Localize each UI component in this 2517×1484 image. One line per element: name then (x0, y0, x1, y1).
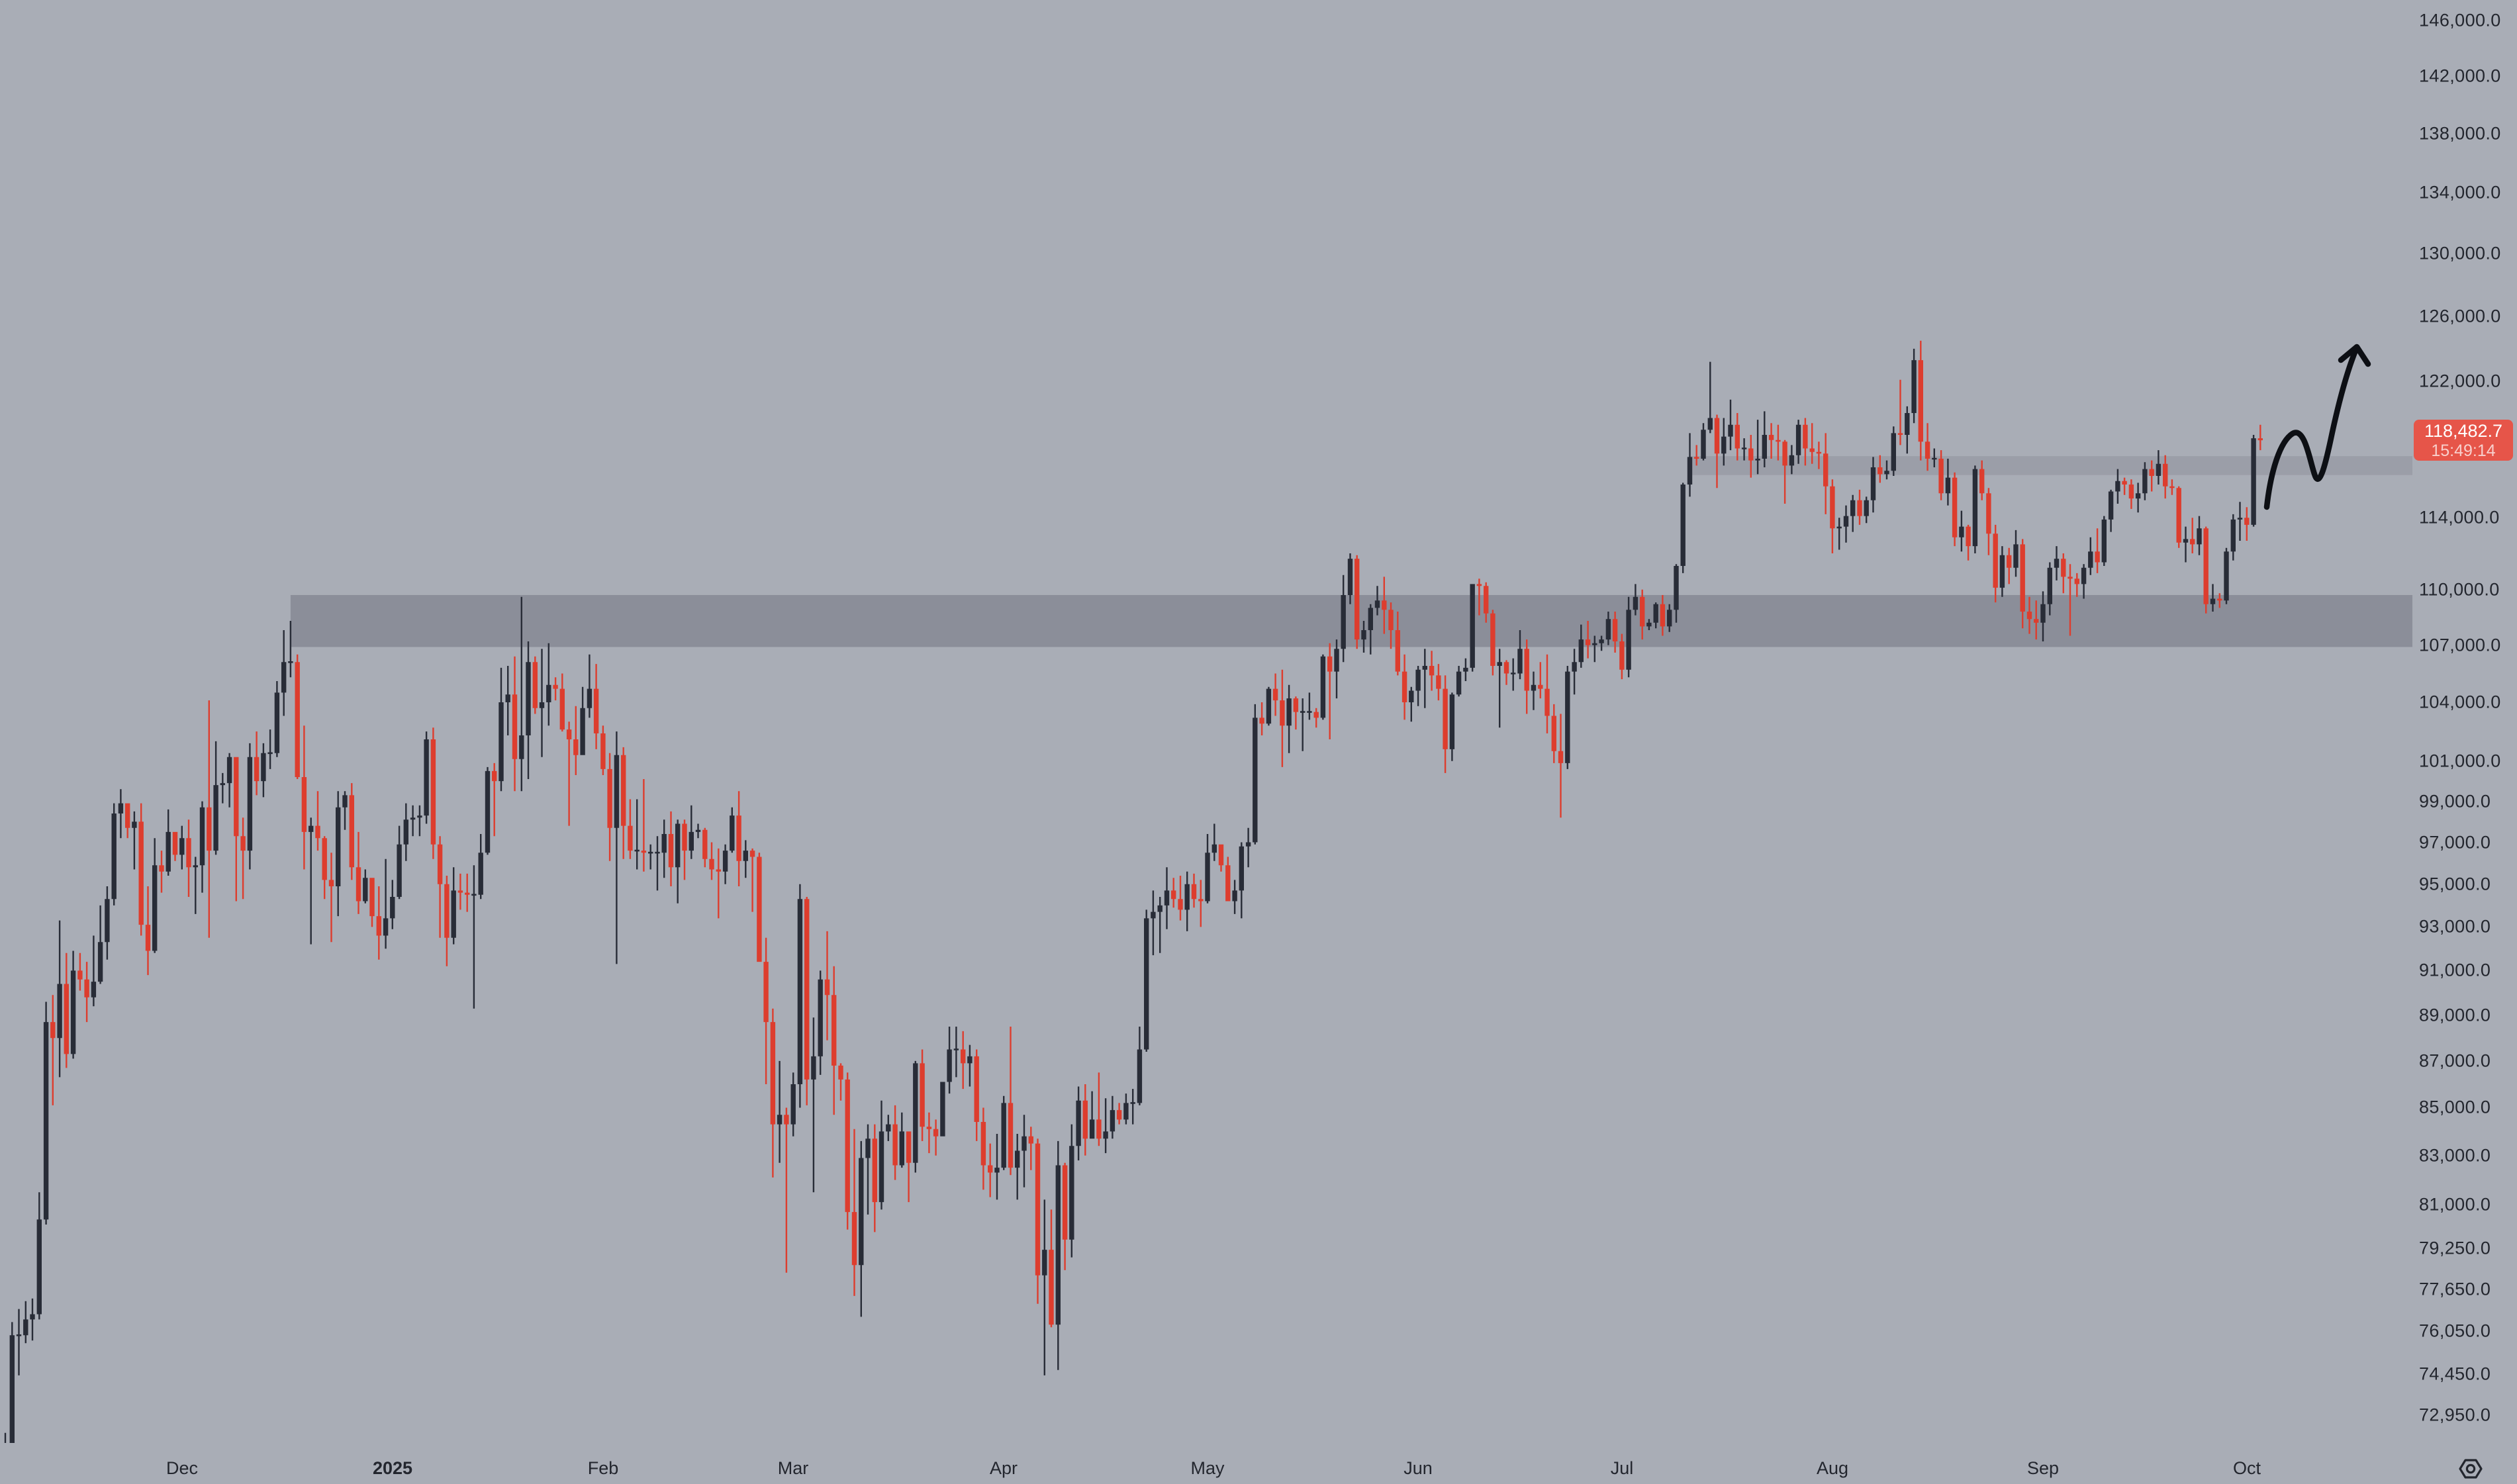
price-tick-label: 95,000.0 (2419, 874, 2491, 894)
price-tick-label: 77,650.0 (2419, 1279, 2491, 1299)
price-tick-label: 85,000.0 (2419, 1097, 2491, 1117)
price-tick-label: 122,000.0 (2419, 371, 2501, 391)
price-tick-label: 81,000.0 (2419, 1194, 2491, 1215)
time-tick-label: Jun (1403, 1458, 1433, 1478)
price-tick-label: 93,000.0 (2419, 916, 2491, 937)
time-tick-label: Oct (2232, 1458, 2261, 1478)
time-tick-label: May (1190, 1458, 1225, 1478)
price-tick-label: 76,050.0 (2419, 1321, 2491, 1341)
price-tick-label: 79,250.0 (2419, 1238, 2491, 1258)
time-tick-label: Jul (1610, 1458, 1634, 1478)
price-tick-label: 146,000.0 (2419, 10, 2501, 30)
price-tick-label: 74,450.0 (2419, 1364, 2491, 1384)
lower-supply-demand-zone[interactable] (290, 594, 2412, 647)
price-tick-label: 114,000.0 (2419, 507, 2500, 528)
bar-countdown-timer: 15:49:14 (2431, 441, 2496, 460)
price-tick-label: 99,000.0 (2419, 791, 2491, 812)
price-tick-label: 97,000.0 (2419, 832, 2491, 853)
settings-hexagon-icon (2459, 1459, 2483, 1479)
time-tick-label: Sep (2026, 1458, 2060, 1478)
price-tick-label: 126,000.0 (2419, 306, 2501, 326)
price-tick-label: 72,950.0 (2419, 1405, 2491, 1425)
arrow-head (2338, 344, 2371, 367)
price-tick-label: 89,000.0 (2419, 1005, 2491, 1025)
time-tick-label: Mar (777, 1458, 809, 1478)
price-tick-label: 142,000.0 (2419, 66, 2501, 86)
down-candles (50, 340, 2263, 1328)
price-tick-label: 101,000.0 (2419, 751, 2501, 771)
price-tick-label: 110,000.0 (2419, 579, 2500, 600)
price-tick-label: 134,000.0 (2419, 182, 2501, 203)
price-tick-label: 87,000.0 (2419, 1050, 2491, 1071)
price-tick-label: 83,000.0 (2419, 1145, 2491, 1166)
last-price-label: 118,482.7 15:49:14 (2414, 420, 2513, 461)
price-tick-label: 91,000.0 (2419, 960, 2491, 980)
time-tick-label: Aug (1816, 1458, 1849, 1478)
upper-breakout-zone[interactable] (1689, 456, 2412, 475)
time-tick-label: Dec (166, 1458, 199, 1478)
up-candles (4, 348, 2256, 1443)
price-tick-label: 130,000.0 (2419, 243, 2501, 263)
price-tick-label: 104,000.0 (2419, 692, 2501, 712)
price-tick-label: 138,000.0 (2419, 123, 2501, 144)
price-tick-label: 107,000.0 (2419, 635, 2501, 655)
last-price-value: 118,482.7 (2424, 421, 2503, 441)
time-tick-label: Apr (989, 1458, 1018, 1478)
time-tick-label: 2025 (372, 1458, 413, 1478)
price-axis-settings-button[interactable] (2449, 1454, 2492, 1484)
time-tick-label: Feb (587, 1458, 619, 1478)
drawn-arrow-annotation[interactable] (2263, 344, 2360, 510)
